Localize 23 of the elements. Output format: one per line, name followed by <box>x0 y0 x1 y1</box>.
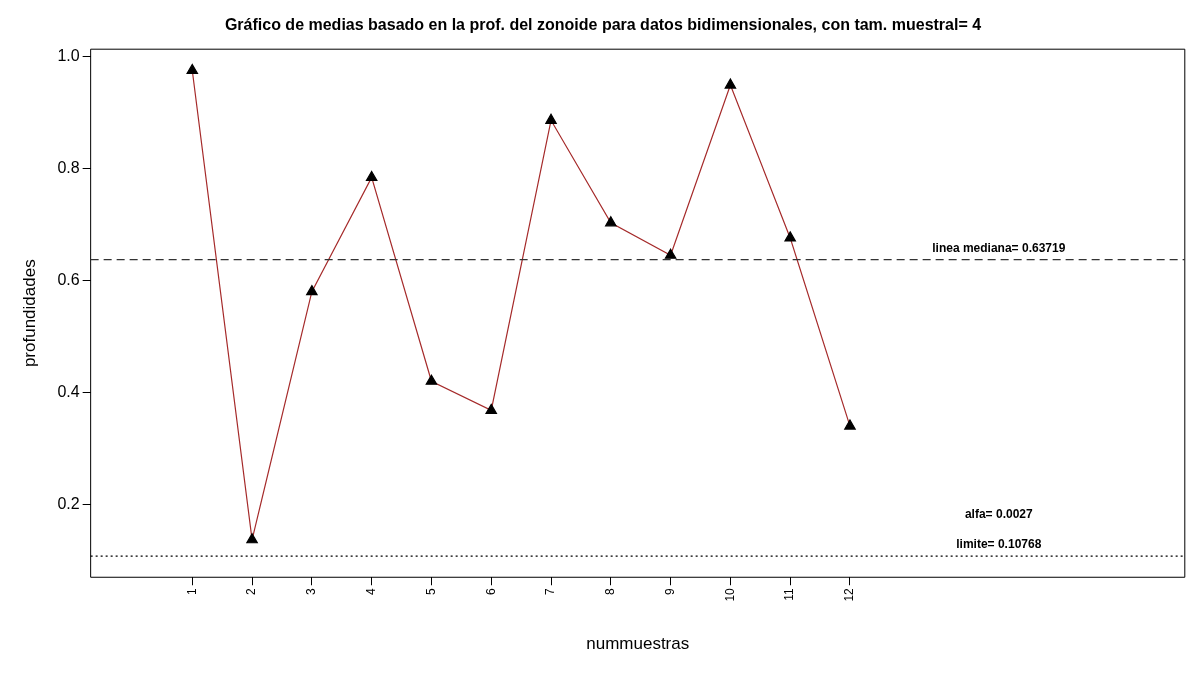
x-tick-label: 10 <box>722 587 737 602</box>
y-tick-label: 0.2 <box>57 494 80 512</box>
x-tick-label: 12 <box>842 587 857 602</box>
y-tick-label: 1.0 <box>57 46 80 64</box>
x-tick-label: 7 <box>543 587 558 595</box>
y-tick-label: 0.4 <box>57 382 80 400</box>
x-tick-label: 2 <box>244 587 259 595</box>
ref-line-label: limite= 0.10768 <box>956 537 1042 552</box>
x-tick-label: 11 <box>782 587 797 601</box>
x-tick-label: 6 <box>483 587 498 595</box>
y-tick-label: 0.8 <box>57 158 80 176</box>
x-tick-label: 8 <box>603 587 618 595</box>
x-tick-label: 9 <box>662 587 677 595</box>
x-tick-label: 5 <box>423 587 438 595</box>
ref-line-label: linea mediana= 0.63719 <box>932 240 1066 255</box>
y-axis-title: profundidades <box>19 259 39 368</box>
annotation: alfa= 0.0027 <box>964 507 1033 522</box>
x-tick-label: 3 <box>304 587 319 595</box>
x-axis-title: nummuestras <box>586 634 690 654</box>
x-tick-label: 1 <box>184 587 199 595</box>
y-tick-label: 0.6 <box>57 270 80 288</box>
chart-title: Gráfico de medias basado en la prof. del zonoide para datos bidimensionales, con tam. muestral= 4 <box>224 16 982 34</box>
x-tick-label: 4 <box>363 587 378 595</box>
